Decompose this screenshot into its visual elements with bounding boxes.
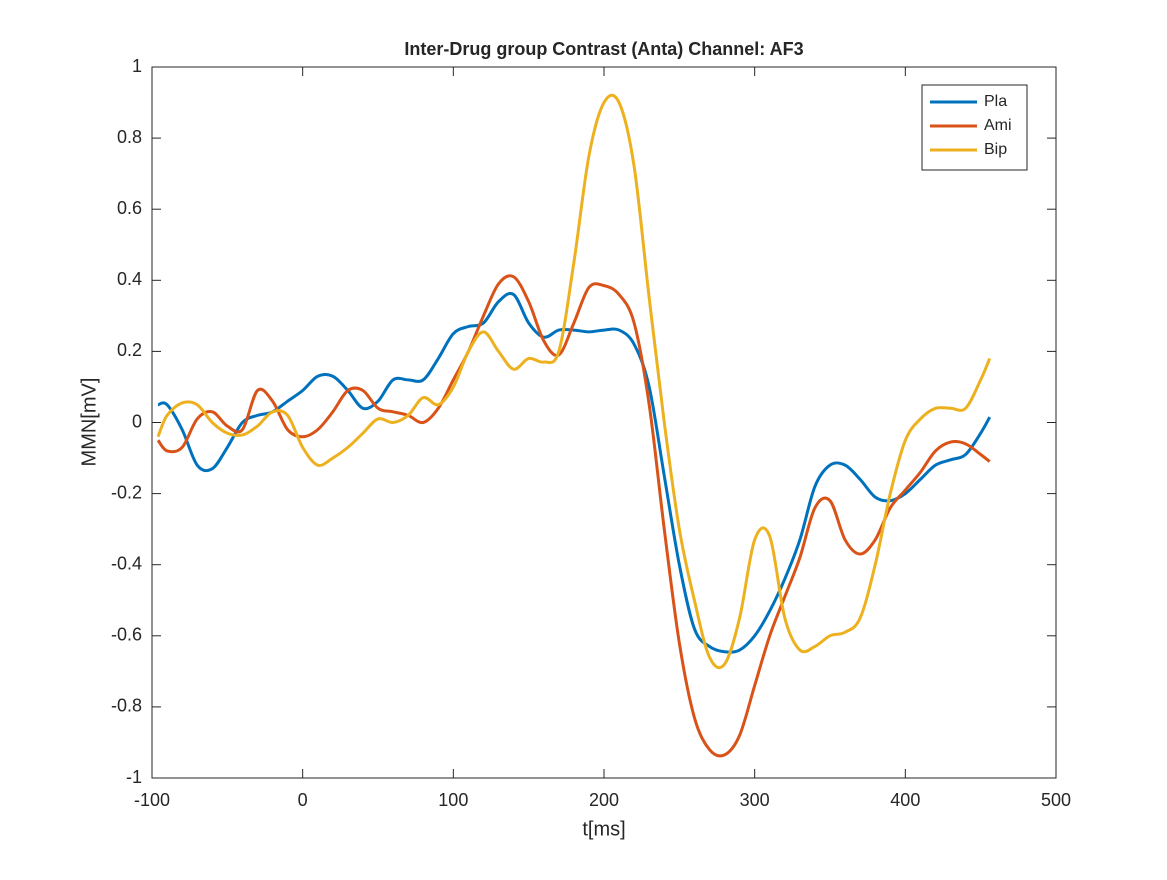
y-tick-label: 0.2 [117, 340, 142, 360]
x-tick-label: 0 [298, 790, 308, 810]
y-tick-label: -0.6 [111, 625, 142, 645]
y-tick-label: 0 [132, 411, 142, 431]
y-tick-label: -0.2 [111, 482, 142, 502]
y-tick-label: 0.8 [117, 127, 142, 147]
data-line [156, 93, 992, 670]
data-line [156, 274, 991, 758]
x-tick-label: -100 [134, 790, 170, 810]
legend-label: Bip [984, 141, 1007, 158]
y-tick-label: -1 [126, 767, 142, 787]
y-tick-label: 1 [132, 56, 142, 76]
chart-title: Inter-Drug group Contrast (Anta) Channel… [404, 39, 803, 59]
plot-area [151, 66, 1057, 779]
x-tick-label: 200 [589, 790, 619, 810]
x-tick-label: 400 [890, 790, 920, 810]
legend: Pla Ami Bip [921, 84, 1028, 171]
data-line [157, 291, 992, 654]
y-tick-label: 0.6 [117, 198, 142, 218]
x-tick-label: 300 [740, 790, 770, 810]
x-tick-label: 100 [438, 790, 468, 810]
y-tick-label: 0.4 [117, 269, 142, 289]
x-axis-label: t[ms] [582, 818, 625, 840]
y-tick-label: -0.4 [111, 553, 142, 573]
legend-label: Ami [984, 117, 1012, 134]
x-tick-label: 500 [1041, 790, 1071, 810]
y-axis-label: MMN[mV] [78, 378, 100, 467]
y-tick-label: -0.8 [111, 696, 142, 716]
legend-label: Pla [984, 93, 1007, 110]
